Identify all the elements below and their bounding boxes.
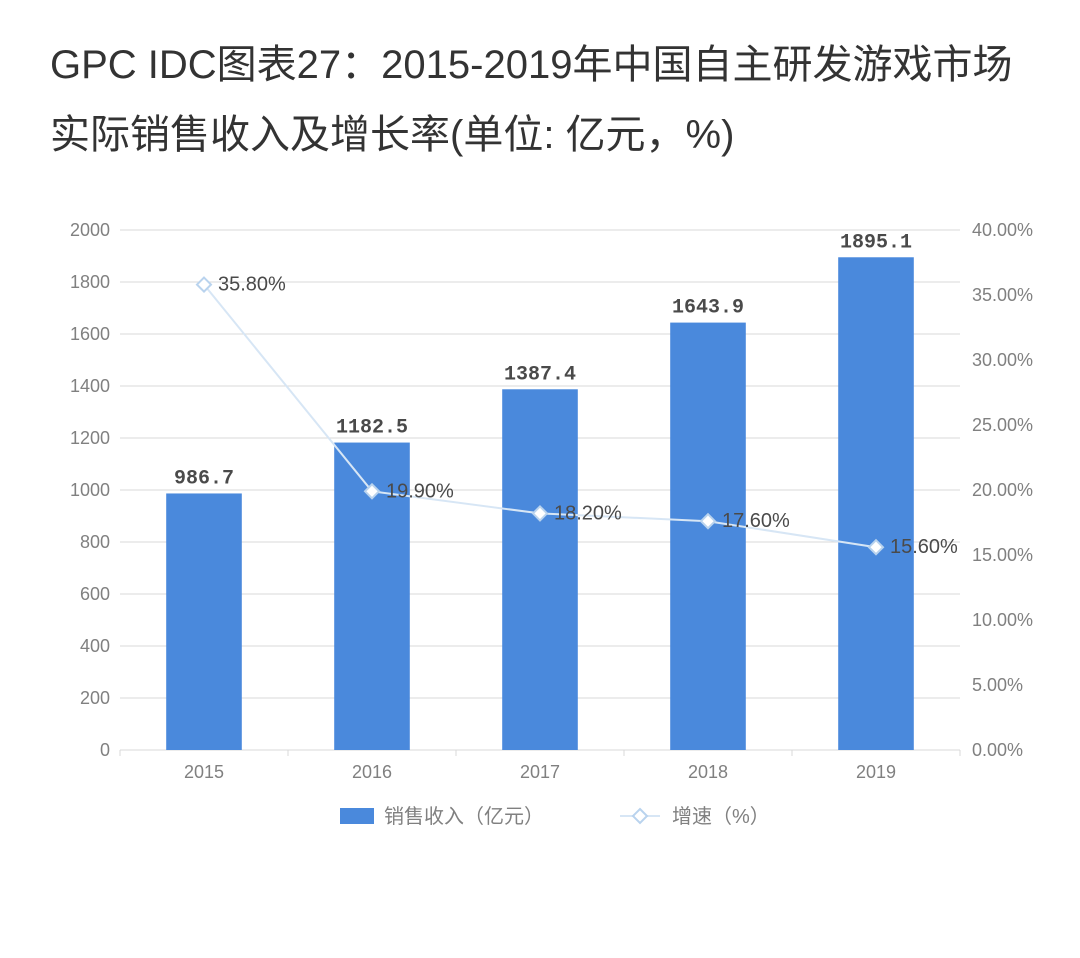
bar-value-label: 986.7 <box>174 467 234 490</box>
y-left-tick-label: 400 <box>80 636 110 656</box>
legend-bar-label: 销售收入（亿元） <box>384 805 544 828</box>
y-left-tick-label: 1200 <box>70 428 110 448</box>
chart-legend: 销售收入（亿元） 增速（%） <box>340 805 770 828</box>
y-right-tick-label: 10.00% <box>972 610 1033 630</box>
y-left-tick-label: 1600 <box>70 324 110 344</box>
revenue-growth-chart: 0 200 400 600 800 1000 1200 1400 1600 1800 2000 0.0… <box>50 210 1030 850</box>
y-right-tick-label: 25.00% <box>972 415 1033 435</box>
bar <box>670 323 746 750</box>
y-right-tick-label: 35.00% <box>972 285 1033 305</box>
bar-value-label: 1182.5 <box>336 417 408 440</box>
y-right-tick-label: 30.00% <box>972 350 1033 370</box>
x-tick-label: 2016 <box>352 762 392 782</box>
bar <box>166 493 242 750</box>
x-tick-label: 2019 <box>856 762 896 782</box>
bar <box>502 389 578 750</box>
y-right-tick-label: 20.00% <box>972 480 1033 500</box>
bars: 986.7 1182.5 1387.4 1643.9 1895.1 <box>166 231 914 750</box>
y-left-tick-label: 800 <box>80 532 110 552</box>
line-value-label: 35.80% <box>218 274 286 296</box>
x-tick-label: 2015 <box>184 762 224 782</box>
y-left-tick-label: 1800 <box>70 272 110 292</box>
x-tick-label: 2017 <box>520 762 560 782</box>
chart-svg: 0 200 400 600 800 1000 1200 1400 1600 1800 2000 0.0… <box>50 210 1040 850</box>
y-left-tick-label: 2000 <box>70 220 110 240</box>
bar-value-label: 1643.9 <box>672 297 744 320</box>
y-right-tick-label: 40.00% <box>972 220 1033 240</box>
y-left-tick-label: 1400 <box>70 376 110 396</box>
legend-line-marker <box>633 809 647 823</box>
bar-value-label: 1895.1 <box>840 231 912 254</box>
x-axis: 2015 2016 2017 2018 2019 <box>120 750 960 782</box>
y-right-tick-label: 15.00% <box>972 545 1033 565</box>
y-axis-right: 0.00% 5.00% 10.00% 15.00% 20.00% 25.00% 30.00%… <box>972 220 1033 760</box>
y-left-tick-label: 200 <box>80 688 110 708</box>
y-left-tick-label: 600 <box>80 584 110 604</box>
line-value-label: 18.20% <box>554 502 622 524</box>
x-tick-label: 2018 <box>688 762 728 782</box>
y-left-tick-label: 1000 <box>70 480 110 500</box>
chart-title: GPC IDC图表27：2015-2019年中国自主研发游戏市场实际销售收入及增… <box>50 30 1030 170</box>
legend-bar-swatch <box>340 808 374 824</box>
y-axis-left: 0 200 400 600 800 1000 1200 1400 1600 1800 2000 <box>70 220 110 760</box>
y-right-tick-label: 0.00% <box>972 740 1023 760</box>
y-left-tick-label: 0 <box>100 740 110 760</box>
bar <box>838 257 914 750</box>
bar-value-label: 1387.4 <box>504 363 576 386</box>
page: GPC IDC图表27：2015-2019年中国自主研发游戏市场实际销售收入及增… <box>0 0 1080 890</box>
line-value-label: 15.60% <box>890 536 958 558</box>
y-right-tick-label: 5.00% <box>972 675 1023 695</box>
line-value-label: 17.60% <box>722 510 790 532</box>
line-value-label: 19.90% <box>386 480 454 502</box>
legend-line-label: 增速（%） <box>672 805 770 828</box>
